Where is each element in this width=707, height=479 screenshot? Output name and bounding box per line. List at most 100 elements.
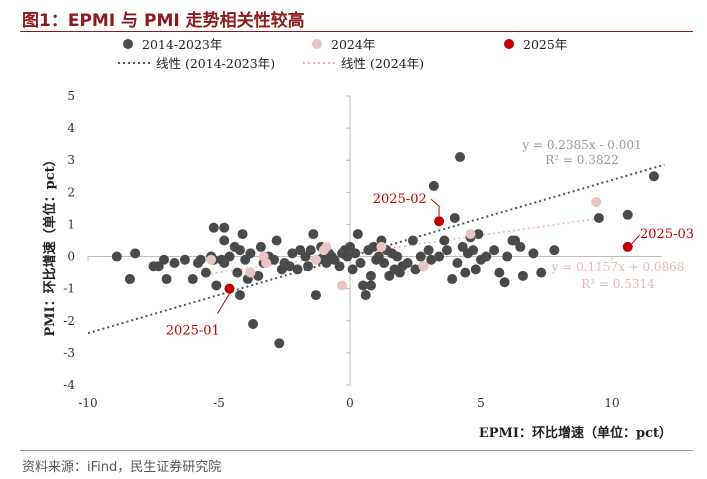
data-point [423, 245, 434, 256]
data-point [355, 257, 366, 268]
data-point [208, 222, 219, 233]
data-point [271, 235, 282, 246]
y-tick-label: -3 [63, 346, 75, 360]
data-point [219, 222, 230, 233]
x-axis-label: EPMI：环比增速（单位：pct） [479, 425, 672, 441]
data-point [237, 229, 248, 240]
data-point [368, 241, 379, 252]
data-point [470, 264, 481, 275]
data-point [515, 241, 526, 252]
data-point [352, 229, 363, 240]
data-point [261, 257, 272, 268]
data-point [460, 267, 471, 278]
data-point [308, 229, 319, 240]
data-point [426, 254, 437, 265]
data-point [517, 270, 528, 281]
data-point [253, 270, 264, 281]
data-point [234, 290, 245, 301]
x-tick-label: 10 [604, 396, 619, 410]
data-point [502, 251, 513, 262]
data-point [195, 254, 206, 265]
annotation-leader [631, 234, 641, 245]
data-point [124, 274, 135, 285]
data-point [410, 264, 421, 275]
y-tick-label: 1 [67, 217, 75, 231]
data-points [111, 152, 659, 349]
data-point [342, 251, 353, 262]
annotation-label: 2025-01 [166, 323, 220, 338]
figure-title: 图1：EPMI 与 PMI 走势相关性较高 [22, 11, 305, 31]
data-point [292, 264, 303, 275]
data-point [439, 235, 450, 246]
annotation-leader [217, 293, 230, 314]
data-point [415, 251, 426, 262]
data-point [376, 241, 387, 252]
annotation-label: 2025-03 [640, 227, 694, 242]
data-point [255, 241, 266, 252]
data-point [365, 280, 376, 291]
data-point [499, 277, 510, 288]
legend-marker [312, 39, 322, 49]
data-point [418, 261, 429, 272]
y-tick-label: -2 [63, 314, 75, 328]
data-point [245, 267, 256, 278]
data-point [269, 254, 280, 265]
title-rule [20, 31, 693, 32]
data-point [187, 274, 198, 285]
data-point [648, 171, 659, 182]
data-point [365, 270, 376, 281]
x-tick-label: -5 [213, 396, 225, 410]
data-point [179, 254, 190, 265]
data-point [622, 209, 633, 220]
data-point [303, 261, 314, 272]
data-point [310, 290, 321, 301]
data-point [111, 251, 122, 262]
data-point [449, 213, 460, 224]
data-point [200, 267, 211, 278]
data-point [549, 245, 560, 256]
legend-label: 线性 (2014-2023年) [156, 56, 275, 71]
data-point [489, 245, 500, 256]
trendline [205, 217, 600, 275]
y-axis-label: PMI：环比增速（单位：pct） [42, 153, 58, 336]
data-point [334, 261, 345, 272]
data-point [310, 254, 321, 265]
y-tick-label: 0 [67, 250, 75, 264]
data-point [360, 290, 371, 301]
data-point [350, 248, 361, 259]
data-point [465, 229, 476, 240]
data-point [130, 248, 141, 259]
trendline-equation-2024: y = 0.1157x + 0.0868 [551, 260, 685, 274]
data-point [591, 196, 602, 207]
data-point [248, 318, 259, 329]
trendline-equation-2014-2023: y = 0.2385x - 0.001 [521, 138, 641, 152]
data-point [468, 245, 479, 256]
data-point [402, 257, 413, 268]
legend-label: 2024年 [331, 37, 375, 52]
y-tick-label: -1 [63, 282, 75, 296]
data-point [379, 257, 390, 268]
data-point [358, 280, 369, 291]
legend-marker [123, 39, 133, 49]
data-point [593, 213, 604, 224]
legend-label: 2025年 [523, 37, 567, 52]
data-point [274, 338, 285, 349]
data-point [337, 280, 348, 291]
data-point [321, 241, 332, 252]
data-point [305, 245, 316, 256]
y-tick-label: 5 [67, 89, 75, 103]
data-point [206, 254, 217, 265]
x-tick-label: -10 [78, 396, 97, 410]
data-point [407, 235, 418, 246]
data-point [219, 257, 230, 268]
data-point [224, 283, 235, 294]
source-rule [20, 450, 693, 451]
y-tick-label: 4 [67, 121, 75, 135]
data-point [434, 251, 445, 262]
data-point [428, 180, 439, 191]
data-point [447, 274, 458, 285]
data-point [287, 248, 298, 259]
x-tick-label: 0 [346, 396, 354, 410]
